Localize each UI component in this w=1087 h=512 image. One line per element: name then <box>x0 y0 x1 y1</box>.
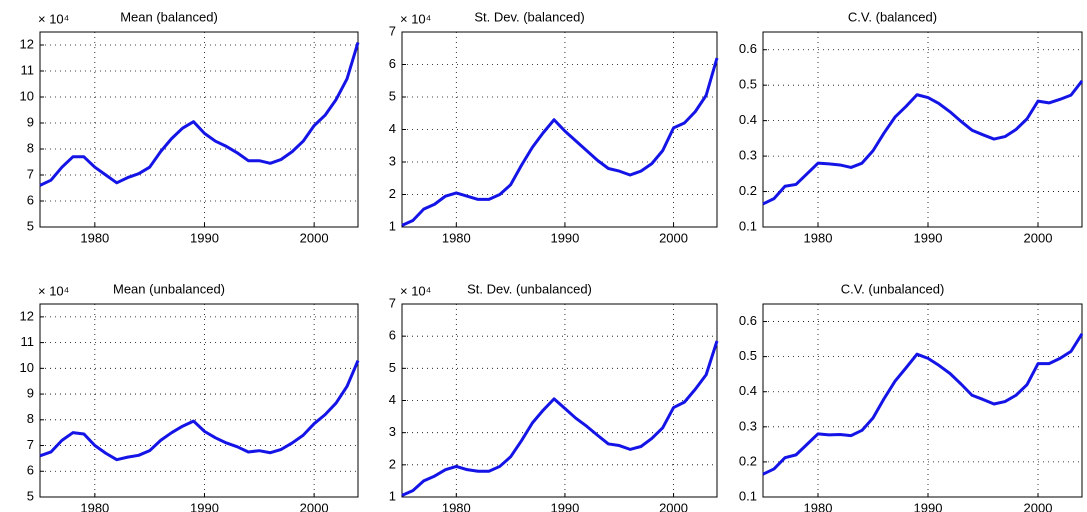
x-tick-label: 1980 <box>804 230 833 245</box>
axes-frame <box>401 31 718 228</box>
axes-frame <box>762 31 1083 228</box>
y-tick-label: 9 <box>27 114 34 129</box>
y-tick-label: 10 <box>20 360 34 375</box>
y-tick-label: 0.4 <box>739 112 757 127</box>
x-tick-label: 1980 <box>80 230 109 245</box>
y-tick-label: 5 <box>27 488 34 503</box>
panel-title: St. Dev. (unbalanced) <box>467 281 592 296</box>
x-tick-label: 1990 <box>914 500 943 512</box>
y-tick-label: 12 <box>20 308 34 323</box>
y-tick-label: 5 <box>389 88 396 103</box>
y-tick-label: 9 <box>27 386 34 401</box>
y-tick-label: 3 <box>389 153 396 168</box>
y-tick-label: 0.2 <box>739 183 757 198</box>
y-tick-label: 2 <box>389 456 396 471</box>
x-tick-label: 1980 <box>442 500 471 512</box>
panel: 1 2 3 4 5 6 7 1980 1990 2000 St. Dev. (balanced) × … <box>389 9 719 245</box>
y-tick-label: 1 <box>389 488 396 503</box>
axes-frame <box>401 303 718 498</box>
x-tick-label: 2000 <box>659 230 688 245</box>
scale-label: × 10⁴ <box>38 283 69 298</box>
scale-label: × 10⁴ <box>400 283 431 298</box>
panel-title: C.V. (balanced) <box>848 9 937 24</box>
y-tick-label: 0.5 <box>739 77 757 92</box>
y-tick-label: 6 <box>27 192 34 207</box>
y-tick-label: 12 <box>20 36 34 51</box>
y-tick-label: 5 <box>27 218 34 233</box>
data-line <box>762 333 1084 476</box>
x-tick-label: 1990 <box>190 500 219 512</box>
x-tick-label: 1990 <box>190 230 219 245</box>
y-tick-label: 6 <box>27 463 34 478</box>
y-tick-label: 5 <box>389 360 396 375</box>
y-tick-label: 2 <box>389 186 396 201</box>
y-tick-label: 0.6 <box>739 313 757 328</box>
data-line <box>39 41 360 187</box>
y-tick-label: 6 <box>389 328 396 343</box>
y-tick-label: 4 <box>389 121 396 136</box>
y-tick-label: 0.3 <box>739 418 757 433</box>
y-tick-label: 4 <box>389 392 396 407</box>
y-tick-label: 7 <box>389 23 396 38</box>
panel: 5 6 7 8 9 10 11 12 1980 1990 2000 Mean (unbalanced)… <box>20 281 360 512</box>
y-tick-label: 0.1 <box>739 218 757 233</box>
x-tick-label: 1980 <box>804 500 833 512</box>
y-tick-label: 8 <box>27 411 34 426</box>
y-tick-label: 7 <box>389 295 396 310</box>
data-line <box>39 360 360 462</box>
x-tick-label: 1990 <box>550 230 579 245</box>
x-tick-label: 1990 <box>914 230 943 245</box>
panel-title: Mean (balanced) <box>120 9 218 24</box>
panel: 5 6 7 8 9 10 11 12 1980 1990 2000 Mean (balanced) × … <box>20 9 360 245</box>
y-tick-label: 8 <box>27 140 34 155</box>
y-tick-label: 0.4 <box>739 383 757 398</box>
y-tick-label: 3 <box>389 424 396 439</box>
x-tick-label: 2000 <box>1024 500 1053 512</box>
y-tick-label: 7 <box>27 166 34 181</box>
scale-label: × 10⁴ <box>38 11 69 26</box>
panel: 0.1 0.2 0.3 0.4 0.5 0.6 1980 1990 2000 C.V. (unba… <box>739 281 1084 512</box>
x-tick-label: 2000 <box>1024 230 1053 245</box>
panel-title: Mean (unbalanced) <box>113 281 225 296</box>
x-tick-label: 2000 <box>300 500 329 512</box>
y-tick-label: 10 <box>20 88 34 103</box>
y-tick-label: 1 <box>389 218 396 233</box>
y-tick-label: 0.2 <box>739 453 757 468</box>
panel-title: St. Dev. (balanced) <box>474 9 584 24</box>
panel-title: C.V. (unbalanced) <box>841 281 945 296</box>
y-tick-label: 11 <box>21 62 35 77</box>
x-tick-label: 1990 <box>550 500 579 512</box>
axes-frame <box>39 31 359 228</box>
y-tick-label: 0.3 <box>739 148 757 163</box>
panel: 1 2 3 4 5 6 7 1980 1990 2000 St. Dev. (unbalanced)… <box>389 281 719 512</box>
x-tick-label: 2000 <box>300 230 329 245</box>
data-line <box>401 57 719 227</box>
axes-frame <box>39 303 359 498</box>
axes-frame <box>762 303 1083 498</box>
y-tick-label: 0.6 <box>739 41 757 56</box>
data-line <box>762 80 1084 206</box>
y-tick-label: 0.5 <box>739 348 757 363</box>
panel: 0.1 0.2 0.3 0.4 0.5 0.6 1980 1990 2000 C.V. (bala… <box>739 9 1084 245</box>
y-tick-label: 7 <box>27 437 34 452</box>
x-tick-label: 1980 <box>80 500 109 512</box>
x-tick-label: 1980 <box>442 230 471 245</box>
y-tick-label: 0.1 <box>739 488 757 503</box>
data-line <box>401 340 719 497</box>
scale-label: × 10⁴ <box>400 11 431 26</box>
y-tick-label: 6 <box>389 56 396 71</box>
y-tick-label: 11 <box>21 334 35 349</box>
x-tick-label: 2000 <box>659 500 688 512</box>
